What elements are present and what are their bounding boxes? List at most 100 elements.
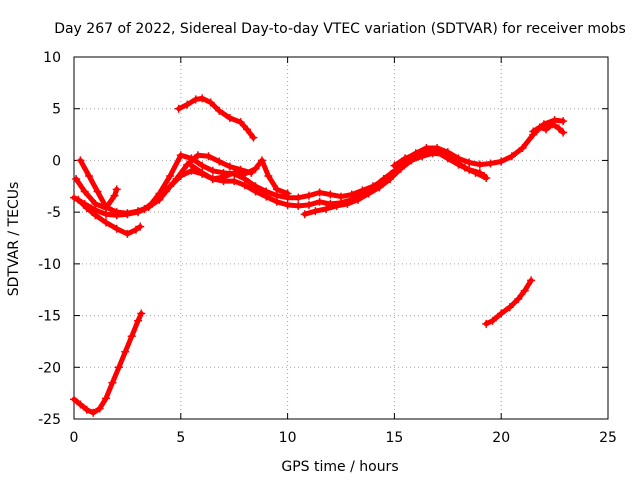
data-point — [272, 197, 281, 206]
data-point — [137, 309, 146, 318]
data-point — [131, 225, 140, 234]
x-tick-label: 10 — [279, 430, 297, 446]
data-point — [80, 199, 89, 208]
data-point — [343, 199, 352, 208]
data-point — [136, 222, 145, 231]
data-point — [375, 183, 384, 192]
data-point — [272, 185, 281, 194]
data-point — [112, 224, 121, 233]
data-point — [454, 160, 463, 169]
data-point — [123, 229, 132, 238]
data-point — [82, 405, 91, 414]
data-point — [514, 295, 523, 304]
data-point — [127, 332, 136, 341]
data-point — [89, 408, 98, 417]
data-point — [84, 171, 93, 180]
data-point — [251, 187, 260, 196]
series-trace — [391, 148, 487, 179]
data-point — [518, 144, 527, 153]
y-tick-label: 10 — [43, 50, 61, 66]
data-point — [140, 205, 149, 214]
data-point — [208, 175, 217, 184]
data-point — [112, 185, 121, 194]
data-point — [208, 166, 217, 175]
data-point — [112, 211, 121, 220]
data-point — [465, 165, 474, 174]
data-point — [206, 98, 215, 107]
data-point — [529, 127, 538, 136]
data-point — [102, 218, 111, 227]
data-point — [70, 193, 78, 202]
data-point — [191, 95, 200, 104]
data-point — [93, 187, 102, 196]
data-point — [204, 152, 213, 161]
data-point — [108, 378, 117, 387]
data-point — [102, 394, 111, 403]
data-point — [114, 363, 123, 372]
data-point — [198, 161, 207, 170]
data-point — [559, 117, 568, 126]
data-point — [386, 175, 395, 184]
data-point — [505, 303, 514, 312]
data-point — [390, 161, 399, 170]
data-point — [251, 164, 260, 173]
data-point — [542, 125, 551, 134]
y-tick-label: -25 — [38, 412, 61, 428]
data-point — [364, 189, 373, 198]
data-point — [110, 191, 119, 200]
data-point — [198, 94, 207, 103]
data-point — [422, 147, 431, 156]
data-point — [396, 164, 405, 173]
data-point — [225, 114, 234, 123]
data-point — [475, 168, 484, 177]
data-point — [401, 154, 410, 163]
plot-frame — [73, 56, 609, 420]
data-point — [91, 206, 100, 215]
data-point — [95, 404, 104, 413]
grid-lines — [74, 57, 608, 419]
data-point — [249, 133, 258, 142]
series-track-12 — [529, 120, 568, 137]
data-point — [300, 210, 309, 219]
data-point — [443, 154, 452, 163]
data-point — [134, 208, 143, 217]
data-point — [236, 118, 245, 127]
data-point — [304, 200, 313, 209]
series-track-1 — [70, 309, 146, 417]
data-point — [215, 157, 224, 166]
data-point — [497, 309, 506, 318]
data-point — [72, 175, 81, 184]
data-point — [76, 400, 85, 409]
data-point — [535, 123, 544, 132]
data-point — [497, 157, 506, 166]
data-point — [488, 316, 497, 325]
data-point — [176, 151, 185, 160]
data-point — [121, 347, 130, 356]
data-point — [486, 159, 495, 168]
data-point — [243, 125, 252, 134]
data-point — [172, 175, 181, 184]
data-point — [183, 100, 192, 109]
data-point — [225, 162, 234, 171]
data-point — [161, 187, 170, 196]
data-point — [304, 191, 313, 200]
data-point — [554, 124, 563, 133]
data-point — [315, 188, 324, 197]
y-tick-label: 0 — [52, 153, 61, 169]
data-point — [230, 177, 239, 186]
data-point — [102, 210, 111, 219]
series-trace — [71, 311, 144, 416]
axis-ticks: 0 5 10 15 20 25 -25 -20 -15 -10 -5 0 5 10 — [38, 50, 617, 446]
x-tick-label: 20 — [492, 430, 510, 446]
series-track-11 — [390, 147, 489, 180]
data-point — [411, 150, 420, 159]
data-point — [151, 196, 160, 205]
data-point — [520, 286, 529, 295]
data-point — [311, 207, 320, 216]
y-tick-label: -5 — [47, 205, 61, 221]
data-point — [465, 158, 474, 167]
data-point — [240, 169, 249, 178]
data-point — [559, 128, 568, 137]
data-point — [262, 192, 271, 201]
